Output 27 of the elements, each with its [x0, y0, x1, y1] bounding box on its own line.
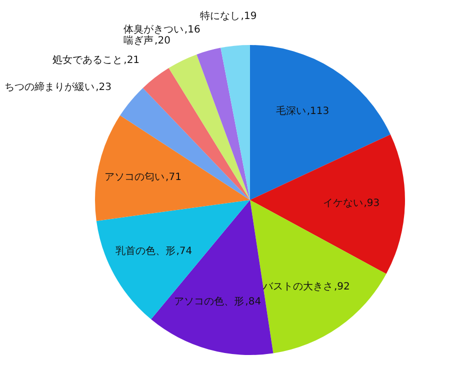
- slice-label: 乳首の色、形: [115, 245, 176, 258]
- slice-label: 特になし: [200, 10, 240, 22]
- slice-label: 体臭がきつい: [123, 23, 184, 36]
- slice-label: アソコの匂い: [104, 170, 165, 183]
- data-label: ,20: [154, 36, 170, 47]
- data-label: ,23: [96, 82, 112, 93]
- data-label: ,84: [245, 296, 262, 308]
- pie-slice: [250, 134, 405, 274]
- slice-label: アソコの色、形: [174, 296, 244, 308]
- slice-label: ちつの締まりが緩い: [4, 80, 95, 93]
- data-label: ,71: [166, 172, 182, 183]
- slice-label: 毛深い: [276, 105, 306, 118]
- data-label: ,19: [240, 10, 257, 22]
- pie-slice: [95, 115, 250, 221]
- slice-label: 処女であること: [52, 54, 123, 66]
- slice-label: バストの大きさ: [262, 280, 333, 292]
- pie-slice: [250, 45, 390, 200]
- data-label: ,74: [176, 246, 192, 258]
- data-label: ,16: [184, 24, 200, 36]
- pie-slice: [196, 48, 250, 200]
- data-label: ,92: [334, 281, 350, 292]
- slice-label: イケない: [322, 198, 363, 210]
- data-label: ,93: [364, 198, 380, 210]
- data-label: ,113: [306, 106, 330, 118]
- data-label: ,21: [124, 54, 140, 66]
- pie-slice: [220, 45, 250, 200]
- slice-label: 喘ぎ声: [124, 34, 154, 47]
